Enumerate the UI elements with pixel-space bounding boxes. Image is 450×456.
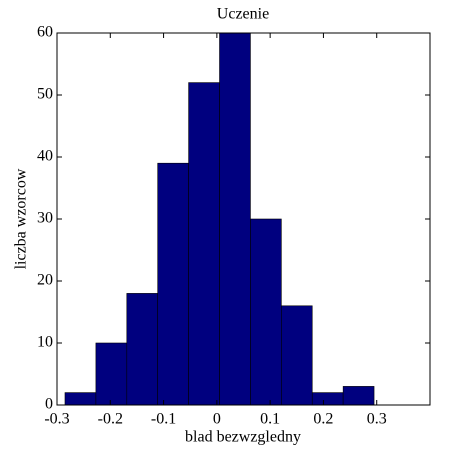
y-tick-label: 20 [37,272,53,289]
x-tick-label: 0.1 [260,411,280,428]
x-tick-label: 0.2 [313,411,333,428]
bar [250,218,282,406]
x-tick-label: -0.1 [151,411,176,428]
chart-title: Uczenie [217,6,269,23]
y-tick-label: 30 [37,210,53,227]
y-axis-label: liczba wzorcow [13,168,30,269]
x-tick-label: -0.3 [44,411,69,428]
x-tick-label: 0 [213,411,221,428]
bar [311,392,344,406]
x-tick-label: 0.3 [367,411,387,428]
bar [342,386,375,406]
x-axis-label: blad bezwzgledny [185,429,301,446]
bar [281,305,313,406]
bar [157,162,189,406]
y-tick-label: 60 [37,24,53,41]
y-tick-label: 10 [37,334,53,351]
y-tick-label: 0 [45,396,53,413]
y-tick-label: 50 [37,86,53,103]
bar [188,82,220,406]
bar [219,32,251,406]
y-tick-label: 40 [37,148,53,165]
bar [64,392,97,406]
bar [95,342,128,406]
bar [126,293,159,406]
x-tick-label: -0.2 [98,411,123,428]
